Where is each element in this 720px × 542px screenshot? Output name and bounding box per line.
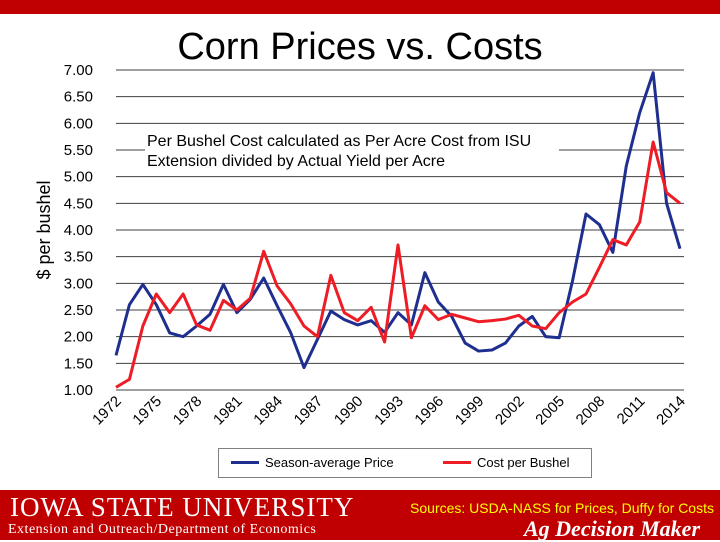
legend-label-price: Season-average Price (265, 455, 394, 470)
x-tick-label: 1978 (170, 393, 206, 429)
y-tick-label: 3.00 (64, 275, 93, 292)
x-tick-label: 1990 (331, 393, 367, 429)
series-line-price (114, 71, 682, 370)
x-tick-label: 1984 (250, 393, 286, 429)
top-banner-strip (0, 0, 720, 14)
department-name: Extension and Outreach/Department of Eco… (8, 522, 317, 537)
x-tick-label: 1999 (452, 393, 488, 429)
y-axis-label: $ per bushel (34, 180, 54, 279)
footer-banner: IOWA STATE UNIVERSITY Extension and Outr… (0, 490, 720, 541)
chart-legend: Season-average Price Cost per Bushel (218, 448, 592, 478)
x-tick-label: 1993 (371, 393, 407, 429)
y-tick-label: 6.00 (64, 115, 93, 132)
y-tick-label: 6.50 (64, 89, 93, 106)
chart-title: Corn Prices vs. Costs (177, 26, 543, 68)
x-tick-label: 2014 (653, 393, 689, 429)
grid-lines (116, 69, 684, 391)
sources-note: Sources: USDA-NASS for Prices, Duffy for… (410, 500, 714, 516)
x-tick-label: 2008 (573, 393, 609, 429)
line-chart: 1.00 1.50 2.00 2.50 3.00 3.50 4.00 4.50 5.00 5.50… (34, 62, 689, 429)
y-tick-labels: 1.00 1.50 2.00 2.50 3.00 3.50 4.00 4.50 5.00 5.50… (64, 62, 93, 399)
chart-annotation: Per Bushel Cost calculated as Per Acre C… (145, 132, 559, 172)
series-lines (114, 71, 682, 389)
university-wordmark: IOWA STATE UNIVERSITY (10, 492, 355, 522)
y-tick-label: 5.00 (64, 169, 93, 186)
legend-swatch-cost (443, 461, 471, 464)
x-tick-label: 2002 (492, 393, 528, 429)
series-line-cost (115, 140, 681, 389)
x-tick-label: 1996 (411, 393, 447, 429)
x-tick-label: 1975 (129, 393, 165, 429)
y-tick-label: 7.00 (64, 62, 93, 79)
x-tick-labels: 1972 1975 1978 1981 1984 1987 1990 1993 1996 1999… (89, 393, 689, 429)
y-tick-label: 3.50 (64, 249, 93, 266)
legend-swatch-price (231, 461, 259, 464)
x-tick-label: 1981 (210, 393, 246, 429)
x-tick-label: 1987 (291, 393, 327, 429)
y-tick-label: 1.00 (64, 382, 93, 399)
y-tick-label: 4.00 (64, 222, 93, 239)
legend-label-cost: Cost per Bushel (477, 455, 570, 470)
y-tick-label: 4.50 (64, 195, 93, 212)
x-tick-label: 1972 (89, 393, 125, 429)
y-tick-label: 1.50 (64, 355, 93, 372)
y-tick-label: 5.50 (64, 142, 93, 159)
x-tick-label: 2011 (614, 393, 649, 428)
ag-decision-maker-brand: Ag Decision Maker (524, 516, 700, 541)
x-tick-label: 2005 (532, 393, 568, 429)
y-tick-label: 2.50 (64, 302, 93, 319)
y-tick-label: 2.00 (64, 329, 93, 346)
